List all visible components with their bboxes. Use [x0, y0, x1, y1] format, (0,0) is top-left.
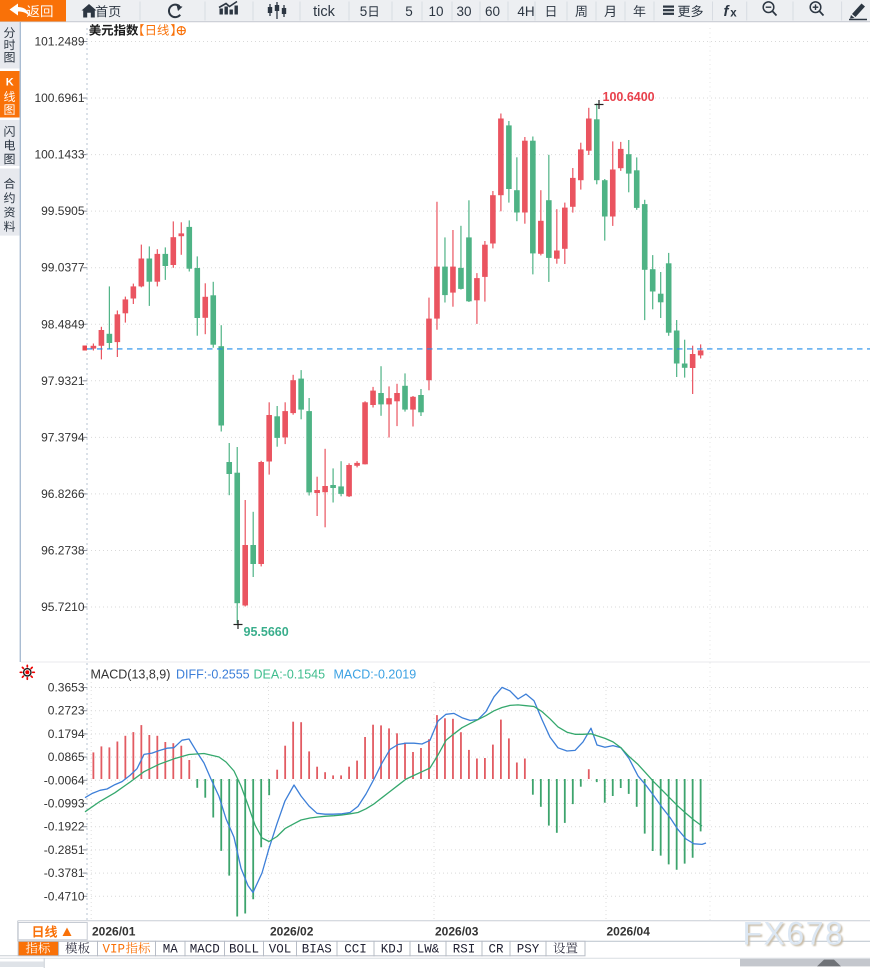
svg-text:10: 10 [428, 4, 443, 19]
svg-text:100.1433: 100.1433 [34, 148, 84, 162]
svg-text:100.6400: 100.6400 [603, 90, 655, 104]
svg-text:5: 5 [405, 4, 413, 19]
svg-text:LW&: LW& [417, 943, 440, 957]
svg-text:-0.2851: -0.2851 [44, 843, 85, 857]
svg-text:DEA:-0.1545: DEA:-0.1545 [254, 668, 326, 682]
svg-text:K: K [6, 77, 14, 89]
svg-text:2026/01: 2026/01 [92, 925, 136, 939]
svg-text:FX678: FX678 [743, 916, 845, 952]
svg-text:VOL: VOL [269, 943, 292, 957]
svg-text:101.2489: 101.2489 [34, 35, 84, 49]
svg-text:PSY: PSY [517, 943, 540, 957]
svg-text:-0.4710: -0.4710 [44, 889, 85, 903]
svg-text:VIP: VIP [103, 943, 126, 957]
svg-text:MACD:-0.2019: MACD:-0.2019 [334, 668, 417, 682]
svg-text:MA: MA [163, 943, 179, 957]
svg-text:BIAS: BIAS [302, 943, 332, 957]
svg-text:0.2723: 0.2723 [48, 704, 85, 718]
svg-text:0.0865: 0.0865 [48, 750, 85, 764]
svg-text:2026/03: 2026/03 [435, 925, 479, 939]
svg-text:-0.3781: -0.3781 [44, 866, 85, 880]
svg-text:97.3794: 97.3794 [41, 430, 85, 444]
svg-text:KDJ: KDJ [381, 943, 404, 957]
svg-text:95.5660: 95.5660 [244, 625, 289, 639]
svg-text:tick: tick [313, 4, 336, 20]
svg-text:CCI: CCI [344, 943, 367, 957]
svg-text:-0.0993: -0.0993 [44, 797, 85, 811]
svg-text:95.7210: 95.7210 [41, 600, 85, 614]
svg-text:RSI: RSI [453, 943, 476, 957]
svg-text:0.3653: 0.3653 [48, 681, 85, 695]
svg-text:96.2738: 96.2738 [41, 543, 85, 557]
svg-text:0.1794: 0.1794 [48, 727, 85, 741]
svg-text:100.6961: 100.6961 [34, 91, 84, 105]
svg-text:99.5905: 99.5905 [41, 204, 85, 218]
svg-text:97.9321: 97.9321 [41, 374, 85, 388]
svg-text:5: 5 [360, 4, 368, 19]
svg-text:99.0377: 99.0377 [41, 261, 85, 275]
svg-text:f: f [724, 3, 731, 20]
svg-text:30: 30 [456, 4, 471, 19]
svg-text:96.8266: 96.8266 [41, 487, 85, 501]
svg-text:4H: 4H [517, 4, 534, 19]
svg-text:98.4849: 98.4849 [41, 317, 85, 331]
svg-text:60: 60 [485, 4, 500, 19]
svg-text:CR: CR [488, 943, 504, 957]
svg-text:2026/04: 2026/04 [607, 925, 651, 939]
svg-text:-0.0064: -0.0064 [44, 773, 85, 787]
svg-text:MACD(13,8,9): MACD(13,8,9) [91, 668, 171, 682]
svg-text:2026/02: 2026/02 [270, 925, 314, 939]
svg-text:-0.1922: -0.1922 [44, 820, 85, 834]
svg-text:x: x [730, 8, 737, 20]
svg-text:BOLL: BOLL [229, 943, 259, 957]
svg-text:DIFF:-0.2555: DIFF:-0.2555 [176, 668, 250, 682]
svg-text:FX678: FX678 [744, 917, 846, 953]
svg-text:MACD: MACD [190, 943, 220, 957]
